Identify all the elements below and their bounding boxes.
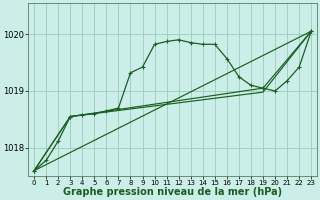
X-axis label: Graphe pression niveau de la mer (hPa): Graphe pression niveau de la mer (hPa) [63,187,282,197]
